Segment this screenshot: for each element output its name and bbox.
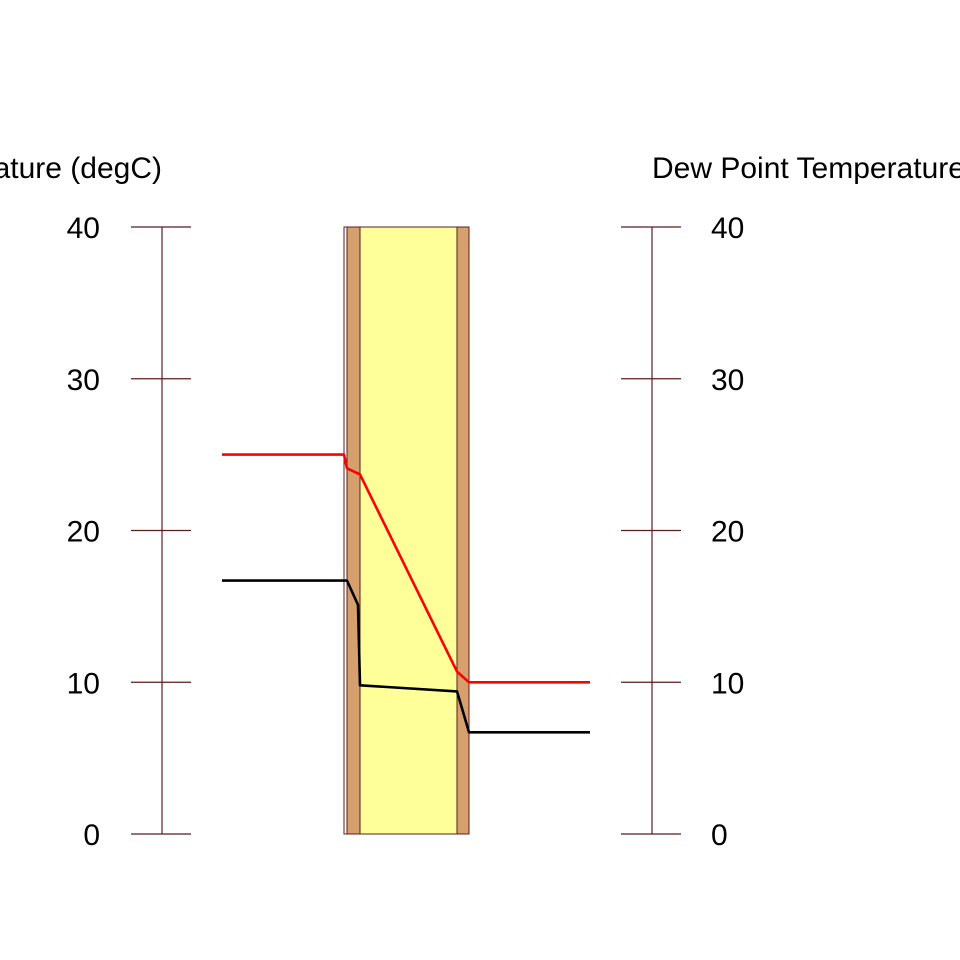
right-dewpoint-axis: 0 10 20 30 40 bbox=[621, 212, 744, 852]
wall-layer-2 bbox=[346, 226, 361, 835]
left-axis-tick-label: 10 bbox=[67, 667, 100, 700]
right-axis-tick-label: 10 bbox=[711, 667, 744, 700]
left-axis-tick-label: 40 bbox=[67, 212, 100, 245]
temperature-line bbox=[222, 453, 590, 684]
profile-lines bbox=[222, 453, 590, 734]
right-axis-tick-label: 40 bbox=[711, 212, 744, 245]
wall-layer-4 bbox=[456, 226, 470, 835]
left-axis-title: Temperature (degC) bbox=[0, 152, 162, 185]
left-axis-tick-label: 20 bbox=[67, 516, 100, 549]
right-axis-tick-label: 20 bbox=[711, 516, 744, 549]
left-temperature-axis: 0 10 20 30 40 bbox=[67, 212, 191, 852]
left-axis-tick-label: 30 bbox=[67, 364, 100, 397]
right-axis-tick-label: 30 bbox=[711, 364, 744, 397]
wall-layers bbox=[343, 226, 470, 835]
dewpoint-line bbox=[222, 579, 590, 734]
wall-layer-3 bbox=[359, 226, 458, 835]
right-axis-title: Dew Point Temperature (degC) bbox=[652, 152, 960, 185]
right-axis-tick-label: 0 bbox=[711, 819, 728, 852]
left-axis-tick-label: 0 bbox=[83, 819, 100, 852]
